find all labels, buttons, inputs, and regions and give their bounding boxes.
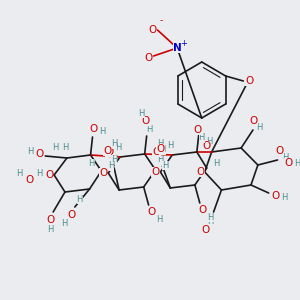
Text: O: O [103,146,111,156]
Text: H: H [294,158,300,167]
Text: H: H [27,148,34,157]
Text: O: O [148,25,157,35]
Text: O: O [197,167,205,177]
Text: -: - [160,16,163,26]
Text: +: + [181,38,188,47]
Text: O: O [156,144,165,154]
Text: O: O [89,124,98,134]
Text: H: H [88,158,95,167]
Text: H: H [61,218,67,227]
Text: O: O [199,205,207,215]
Text: H: H [157,155,164,164]
Text: H: H [111,140,117,148]
Text: O: O [45,170,53,180]
Text: H: H [159,146,166,154]
Text: O: O [152,147,160,157]
Text: H: H [156,214,163,224]
Text: H: H [47,226,53,235]
Text: H: H [213,158,220,167]
Text: H: H [207,218,214,226]
Text: O: O [105,147,113,157]
Text: N: N [173,43,182,53]
Text: O: O [272,191,280,201]
Text: H: H [52,143,58,152]
Text: H: H [76,194,83,203]
Text: O: O [35,149,44,159]
Text: H: H [108,161,114,170]
Text: H: H [206,137,213,146]
Text: O: O [68,210,76,220]
Text: H: H [281,194,288,202]
Text: H: H [199,134,205,142]
Text: O: O [145,53,153,63]
Text: H: H [282,154,289,163]
Text: H: H [36,169,43,178]
Text: O: O [147,207,156,217]
Text: O: O [250,116,258,126]
Text: H: H [207,212,214,221]
Text: H: H [167,140,173,149]
Text: H: H [111,155,117,164]
Text: H: H [256,124,262,133]
Text: H: H [16,169,23,178]
Text: O: O [245,76,254,86]
Text: O: O [275,146,284,156]
Text: O: O [202,141,211,151]
Text: O: O [202,225,210,235]
Text: H: H [162,160,169,169]
Text: O: O [152,167,160,177]
Text: O: O [194,125,202,135]
Text: H: H [139,109,145,118]
Text: H: H [99,127,106,136]
Text: O: O [142,116,150,126]
Text: O: O [99,168,107,178]
Text: O: O [26,175,34,185]
Text: O: O [46,215,54,225]
Text: H: H [62,143,68,152]
Text: O: O [284,158,292,168]
Text: H: H [146,124,153,134]
Text: H: H [157,140,164,148]
Text: H: H [115,142,121,152]
